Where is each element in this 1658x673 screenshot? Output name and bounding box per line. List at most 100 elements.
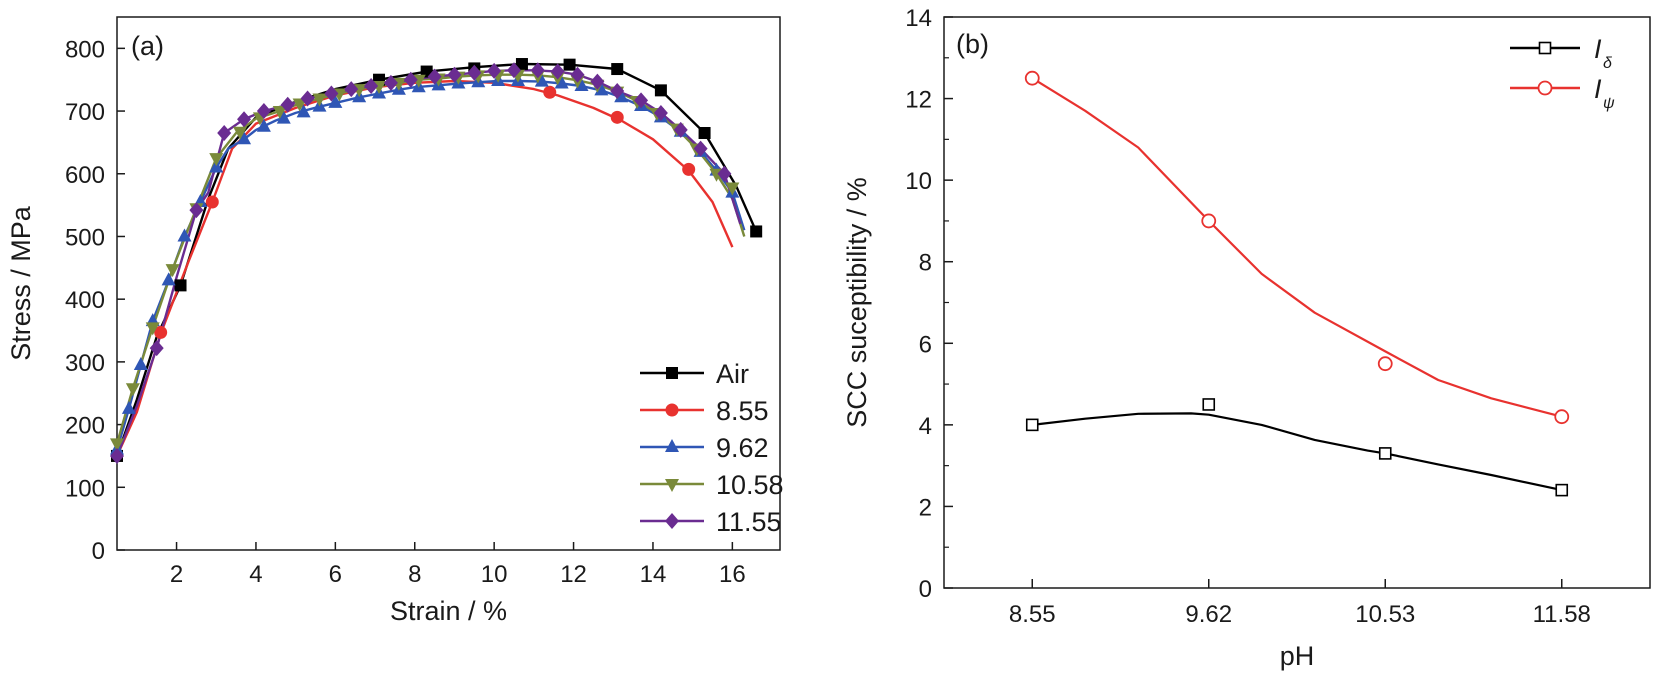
x-tick-label: 14 <box>640 561 667 588</box>
data-point <box>543 85 557 99</box>
data-point <box>1025 418 1039 432</box>
x-tick-label: 10 <box>481 561 508 588</box>
y-axis-label: SCC suceptibility / % <box>842 177 872 428</box>
panel-b-frame <box>943 16 1651 589</box>
x-axis-label: Strain / % <box>390 596 507 626</box>
data-point <box>344 81 359 98</box>
data-point <box>154 325 168 339</box>
data-point <box>149 340 164 357</box>
data-point <box>272 106 287 120</box>
y-tick-label: 200 <box>65 413 105 440</box>
x-tick-label: 10.53 <box>1355 601 1415 628</box>
data-point <box>515 58 528 71</box>
data-point <box>1555 483 1569 497</box>
y-tick-label: 10 <box>905 168 932 195</box>
data-point <box>507 62 522 79</box>
x-tick-label: 8 <box>408 561 421 588</box>
legend-marker <box>1538 41 1552 55</box>
legend-label: Air <box>716 359 749 389</box>
y-tick-label: 0 <box>919 576 932 603</box>
y-tick-label: 8 <box>919 250 932 277</box>
data-point <box>383 74 398 91</box>
y-tick-label: 14 <box>905 5 932 32</box>
data-point <box>292 98 307 112</box>
data-point <box>217 125 232 142</box>
data-point <box>1378 447 1392 460</box>
data-point <box>121 400 136 414</box>
legend-marker <box>665 403 679 417</box>
data-point <box>177 228 192 242</box>
data-point <box>237 131 252 145</box>
data-point <box>174 279 187 292</box>
series-line <box>1032 412 1563 492</box>
series-line <box>115 73 746 444</box>
panel-label: (a) <box>131 31 164 61</box>
data-point <box>554 75 569 89</box>
panel-label: (b) <box>956 29 989 59</box>
data-point <box>161 272 176 286</box>
data-point <box>133 357 148 371</box>
data-point <box>1024 70 1040 86</box>
data-point <box>1202 398 1216 411</box>
data-point <box>725 182 740 196</box>
legend-marker <box>1537 80 1553 96</box>
x-tick-label: 11.58 <box>1533 601 1591 628</box>
data-point <box>611 63 624 76</box>
legend-label: 10.58 <box>716 470 784 500</box>
legend-subscript: δ <box>1603 55 1613 72</box>
series-line <box>1031 77 1563 418</box>
legend-marker <box>665 513 679 529</box>
data-point <box>654 84 667 97</box>
panel-a-frame <box>116 16 781 551</box>
y-tick-label: 6 <box>919 331 932 358</box>
data-point <box>614 89 629 103</box>
data-point <box>594 82 609 96</box>
data-point <box>563 58 576 71</box>
y-tick-label: 2 <box>919 494 932 521</box>
data-point <box>550 63 565 80</box>
data-point <box>717 165 732 182</box>
series-line <box>115 69 742 457</box>
y-tick-label: 500 <box>65 224 105 251</box>
y-tick-label: 700 <box>65 99 105 126</box>
data-point <box>693 140 708 157</box>
data-point <box>110 447 124 464</box>
data-point <box>1201 213 1217 229</box>
data-point <box>189 202 204 219</box>
data-point <box>328 94 343 108</box>
data-point <box>1554 409 1570 425</box>
data-point <box>276 110 291 124</box>
data-point <box>296 104 311 118</box>
data-point <box>312 93 327 107</box>
legend-label: 8.55 <box>716 396 769 426</box>
data-point <box>165 264 180 278</box>
x-axis-label: pH <box>1280 641 1315 671</box>
x-tick-label: 4 <box>249 561 262 588</box>
y-tick-label: 100 <box>65 475 105 502</box>
legend-marker <box>665 479 679 492</box>
legend-label: I <box>1594 34 1602 64</box>
data-point <box>610 110 624 124</box>
data-point <box>570 66 585 83</box>
data-point <box>590 73 605 90</box>
data-point <box>364 77 379 94</box>
data-point <box>653 104 668 121</box>
data-point <box>487 62 502 79</box>
data-point <box>534 73 549 87</box>
panel-a-chart: 2 4 6 8 10 12 14 16 0 100 200 300 400 500 600 700 800 Str… <box>6 16 784 626</box>
x-tick-label: 9.62 <box>1185 601 1232 628</box>
legend-subscript: ψ <box>1603 95 1615 112</box>
legend-marker <box>666 367 678 379</box>
y-tick-label: 0 <box>92 538 105 565</box>
y-tick-label: 800 <box>65 36 105 63</box>
data-point <box>237 111 252 128</box>
data-point <box>530 62 545 79</box>
x-tick-label: 6 <box>329 561 342 588</box>
panel-b-chart: 0 2 4 6 8 10 12 14 8.55 9.62 10.53 11.58 pH SCC sucep… <box>842 5 1651 671</box>
data-point <box>1377 356 1393 372</box>
data-point <box>209 153 224 167</box>
data-point <box>125 383 140 397</box>
data-point <box>324 85 339 102</box>
x-tick-label: 2 <box>170 561 183 588</box>
